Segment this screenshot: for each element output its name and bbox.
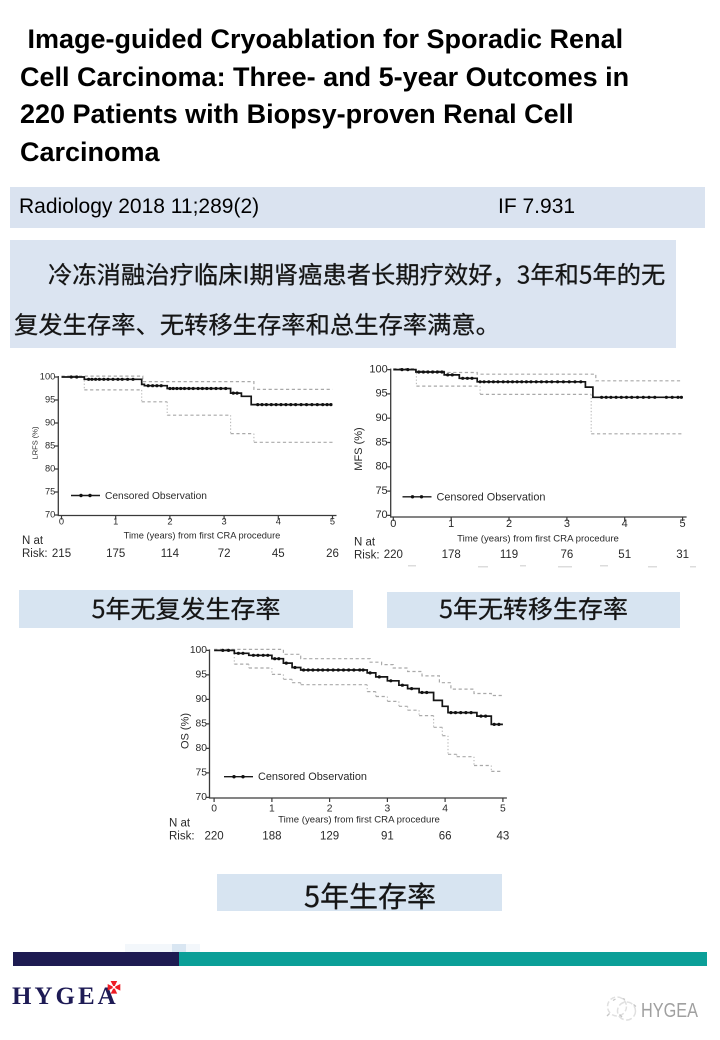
svg-text:HYGEA: HYGEA <box>641 1000 699 1022</box>
svg-text:1: 1 <box>269 804 275 815</box>
svg-text:0: 0 <box>211 804 217 815</box>
svg-text:Risk:: Risk: <box>22 548 48 560</box>
svg-text:Censored Observation: Censored Observation <box>258 771 367 783</box>
svg-text:85: 85 <box>45 440 55 450</box>
svg-text:70: 70 <box>45 509 55 519</box>
svg-text:N at: N at <box>169 818 191 830</box>
svg-text:175: 175 <box>106 548 125 560</box>
svg-text:3: 3 <box>222 517 227 527</box>
svg-text:100: 100 <box>190 645 207 656</box>
svg-text:95: 95 <box>45 394 55 404</box>
svg-text:Risk:: Risk: <box>169 831 195 843</box>
svg-text:114: 114 <box>161 548 180 560</box>
svg-text:43: 43 <box>497 831 510 843</box>
svg-text:95: 95 <box>196 670 208 681</box>
svg-text:178: 178 <box>442 549 461 561</box>
svg-text:Risk:: Risk: <box>354 550 380 562</box>
svg-text:75: 75 <box>196 768 208 779</box>
svg-text:90: 90 <box>45 417 55 427</box>
svg-text:119: 119 <box>500 549 518 561</box>
svg-text:188: 188 <box>262 831 281 843</box>
svg-text:Time (years) from first CRA pr: Time (years) from first CRA procedure <box>278 815 440 826</box>
svg-text:MFS (%): MFS (%) <box>353 427 365 470</box>
svg-text:100: 100 <box>40 371 56 381</box>
svg-text:85: 85 <box>375 436 387 448</box>
svg-text:3: 3 <box>564 518 570 530</box>
svg-text:45: 45 <box>272 548 285 560</box>
svg-text:80: 80 <box>196 743 208 754</box>
svg-text:0: 0 <box>59 517 64 527</box>
svg-text:4: 4 <box>442 804 448 815</box>
svg-text:80: 80 <box>375 461 387 473</box>
svg-text:4: 4 <box>622 518 628 530</box>
svg-text:75: 75 <box>45 486 55 496</box>
svg-text:5: 5 <box>680 518 686 530</box>
svg-text:N at: N at <box>354 537 376 549</box>
svg-text:0: 0 <box>390 518 396 530</box>
svg-text:72: 72 <box>218 548 231 560</box>
svg-text:Censored Observation: Censored Observation <box>437 491 546 503</box>
svg-text:70: 70 <box>196 792 208 803</box>
svg-text:5: 5 <box>330 517 335 527</box>
svg-text:1: 1 <box>448 518 454 530</box>
svg-text:4: 4 <box>276 517 281 527</box>
svg-text:75: 75 <box>375 485 387 497</box>
svg-text:Time (years) from first CRA pr: Time (years) from first CRA procedure <box>124 531 281 541</box>
svg-text:91: 91 <box>381 831 394 843</box>
svg-text:85: 85 <box>196 719 208 730</box>
svg-text:215: 215 <box>52 548 71 560</box>
svg-text:1: 1 <box>113 517 118 527</box>
svg-text:70: 70 <box>375 509 387 521</box>
svg-text:100: 100 <box>369 363 387 375</box>
svg-text:90: 90 <box>375 412 387 424</box>
svg-text:129: 129 <box>320 831 339 843</box>
svg-text:Time (years) from first CRA pr: Time (years) from first CRA procedure <box>457 534 619 545</box>
svg-text:Censored Observation: Censored Observation <box>105 491 207 502</box>
svg-text:95: 95 <box>375 388 387 400</box>
svg-text:31: 31 <box>676 549 689 561</box>
svg-text:2: 2 <box>167 517 172 527</box>
svg-text:66: 66 <box>439 831 452 843</box>
svg-text:5: 5 <box>500 804 506 815</box>
svg-text:N at: N at <box>22 535 44 547</box>
svg-text:26: 26 <box>326 548 339 560</box>
svg-text:2: 2 <box>327 804 333 815</box>
svg-text:76: 76 <box>561 549 574 561</box>
svg-text:90: 90 <box>196 694 208 705</box>
svg-text:2: 2 <box>506 518 512 530</box>
svg-text:LRFS (%): LRFS (%) <box>31 426 40 459</box>
svg-text:51: 51 <box>618 549 631 561</box>
svg-text:OS (%): OS (%) <box>180 713 192 749</box>
svg-text:3: 3 <box>385 804 391 815</box>
svg-text:220: 220 <box>205 831 224 843</box>
svg-text:220: 220 <box>384 549 403 561</box>
svg-text:80: 80 <box>45 463 55 473</box>
